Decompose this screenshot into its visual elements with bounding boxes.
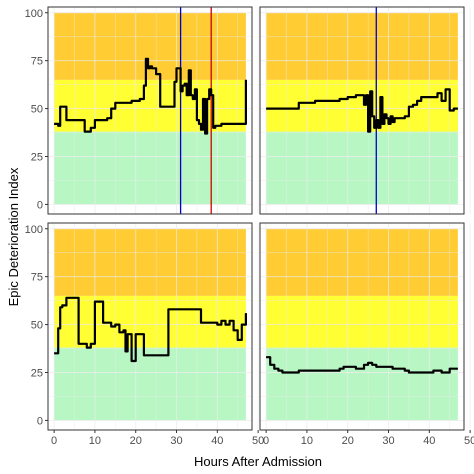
facet-panel-1 xyxy=(47,6,259,215)
x-tick-label: 20 xyxy=(342,435,354,447)
x-tick-label: 30 xyxy=(170,435,182,447)
y-axis-title: Epic Deterioration Index xyxy=(6,167,21,306)
risk-band-1 xyxy=(266,347,458,421)
panel-border xyxy=(259,222,465,431)
x-tick-label: 10 xyxy=(301,435,313,447)
x-axis-title: Hours After Admission xyxy=(194,454,322,469)
panel-border xyxy=(47,6,253,215)
risk-band-3 xyxy=(266,12,458,80)
y-tick-label: 50 xyxy=(31,320,43,332)
panel-border xyxy=(47,222,253,431)
x-tick-label: 50 xyxy=(464,435,474,447)
risk-band-1 xyxy=(54,131,246,205)
y-tick-label: 100 xyxy=(25,8,43,20)
series-line-1 xyxy=(54,57,247,135)
y-tick-label: 0 xyxy=(37,199,43,211)
x-tick-label: 20 xyxy=(130,435,142,447)
x-tick-label: 0 xyxy=(263,435,269,447)
y-tick-label: 0 xyxy=(37,415,43,427)
risk-band-3 xyxy=(54,228,246,296)
x-axis-layer: 0 10 20 30 40 500 10 20 30 40 50 xyxy=(51,430,474,447)
x-tick-label: 0 xyxy=(51,435,57,447)
facet-panel-2 xyxy=(259,6,471,215)
panel-border xyxy=(259,6,465,215)
risk-band-1 xyxy=(54,347,246,421)
y-axis-layer: 0 25 50 75 100 0 25 50 75 100 xyxy=(25,8,48,427)
series-line-1 xyxy=(266,88,458,133)
risk-band-1 xyxy=(266,131,458,205)
y-tick-label: 25 xyxy=(31,368,43,380)
x-tick-label: 40 xyxy=(211,435,223,447)
risk-band-3 xyxy=(266,228,458,296)
series-line-1 xyxy=(266,356,458,374)
x-tick-label: 10 xyxy=(89,435,101,447)
x-tick-label: 50 xyxy=(252,435,264,447)
y-tick-label: 75 xyxy=(31,272,43,284)
y-tick-label: 50 xyxy=(31,104,43,116)
facet-panel-3 xyxy=(47,222,259,431)
x-tick-label: 30 xyxy=(382,435,394,447)
series-line-1 xyxy=(54,296,247,363)
y-tick-label: 100 xyxy=(25,224,43,236)
panels-layer xyxy=(47,6,471,431)
x-tick-label: 40 xyxy=(423,435,435,447)
risk-band-2 xyxy=(266,295,458,348)
facet-panel-4 xyxy=(259,222,471,431)
y-tick-label: 75 xyxy=(31,56,43,68)
y-tick-label: 25 xyxy=(31,152,43,164)
